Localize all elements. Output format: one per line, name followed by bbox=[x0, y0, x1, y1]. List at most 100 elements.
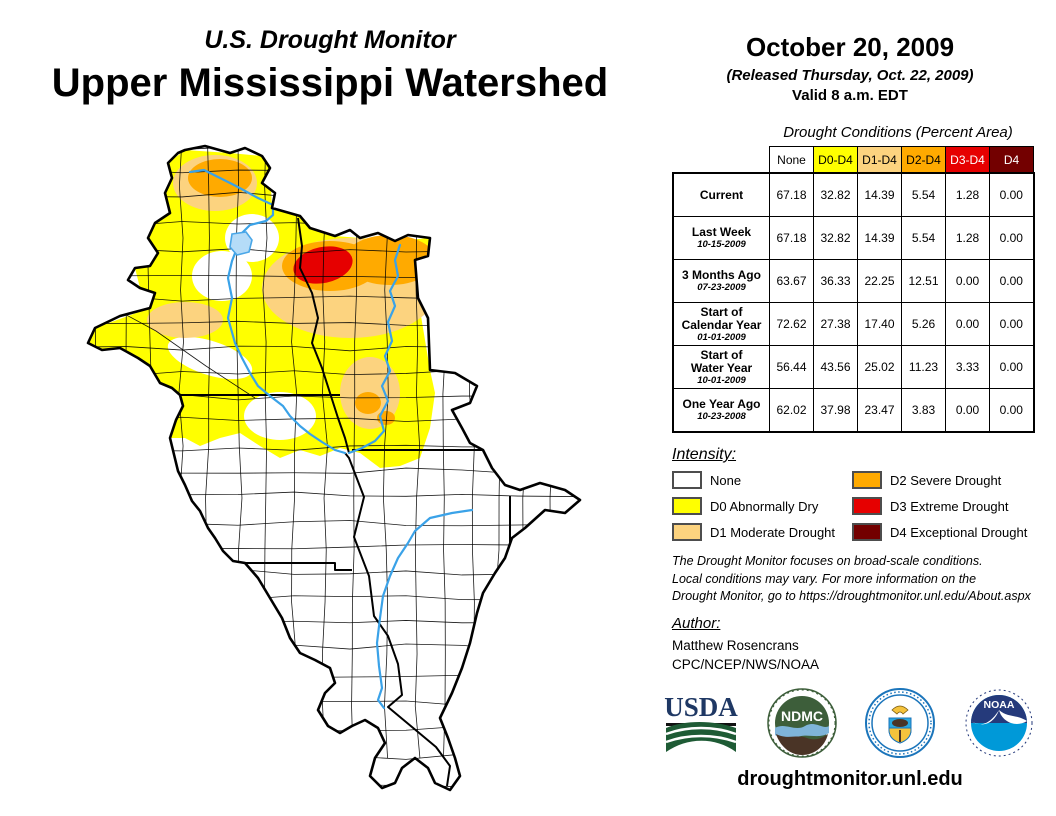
percent-area-cell: 72.62 bbox=[769, 302, 814, 346]
percent-area-cell: 0.00 bbox=[945, 388, 990, 433]
report-supertitle: U.S. Drought Monitor bbox=[204, 26, 456, 54]
disclaimer-line: Local conditions may vary. For more info… bbox=[672, 571, 977, 586]
percent-area-cell: 22.25 bbox=[857, 259, 902, 303]
page-title: Upper Mississippi Watershed bbox=[51, 61, 609, 105]
map-none-hole bbox=[167, 336, 253, 380]
legend-swatch-d3 bbox=[852, 497, 882, 515]
column-header-none: None bbox=[769, 146, 814, 174]
row-label: Start of Calendar Year 01-01-2009 bbox=[672, 302, 770, 346]
percent-area-cell: 3.83 bbox=[901, 388, 946, 433]
table-row: Current 67.18 32.82 14.39 5.54 1.28 0.00 bbox=[672, 172, 1035, 217]
percent-area-cell: 17.40 bbox=[857, 302, 902, 346]
percent-area-cell: 0.00 bbox=[945, 302, 990, 346]
percent-area-cell: 0.00 bbox=[989, 388, 1035, 433]
percent-area-cell: 0.00 bbox=[945, 259, 990, 303]
percent-area-cell: 0.00 bbox=[989, 345, 1035, 389]
legend-label: D3 Extreme Drought bbox=[890, 498, 1009, 514]
percent-area-cell: 14.39 bbox=[857, 216, 902, 260]
disclaimer-line: Drought Monitor, go to https://droughtmo… bbox=[672, 589, 1031, 603]
percent-area-cell: 32.82 bbox=[813, 172, 858, 217]
map-svg bbox=[86, 144, 582, 792]
column-header-d2-d4: D2-D4 bbox=[901, 146, 946, 174]
percent-area-cell: 0.00 bbox=[989, 172, 1035, 217]
column-header-d0-d4: D0-D4 bbox=[813, 146, 858, 174]
legend-item-d3: D3 Extreme Drought bbox=[852, 496, 1027, 516]
date-block: October 20, 2009 (Released Thursday, Oct… bbox=[660, 32, 1040, 104]
author-heading: Author: bbox=[672, 615, 721, 632]
row-label: Start of Water Year 10-01-2009 bbox=[672, 345, 770, 389]
percent-area-cell: 25.02 bbox=[857, 345, 902, 389]
legend-label: D4 Exceptional Drought bbox=[890, 524, 1028, 540]
minnesota-river bbox=[102, 272, 117, 300]
row-label: One Year Ago 10-23-2008 bbox=[672, 388, 770, 433]
watershed-map bbox=[36, 126, 666, 810]
legend-column-right: D2 Severe Drought D3 Extreme Drought D4 Ex… bbox=[852, 470, 1027, 548]
legend-item-d0: D0 Abnormally Dry bbox=[672, 496, 835, 516]
percent-area-cell: 14.39 bbox=[857, 172, 902, 217]
percent-area-cell: 5.54 bbox=[901, 216, 946, 260]
legend-item-d1: D1 Moderate Drought bbox=[672, 522, 835, 542]
percent-area-cell: 27.38 bbox=[813, 302, 858, 346]
percent-area-cell: 36.33 bbox=[813, 259, 858, 303]
legend-title: Intensity: bbox=[672, 446, 737, 463]
percent-area-cell: 67.18 bbox=[769, 172, 814, 217]
usda-wordmark: USDA bbox=[664, 692, 738, 722]
table-row: Start of Calendar Year 01-01-2009 72.62 27.3… bbox=[672, 302, 1035, 346]
title-block: U.S. Drought Monitor Upper Mississippi W… bbox=[20, 26, 640, 106]
legend-swatch-d1 bbox=[672, 523, 702, 541]
percent-area-cell: 5.54 bbox=[901, 172, 946, 217]
drought-conditions-table: None D0-D4 D1-D4 D2-D4 D3-D4 D4 Current 67.18 3… bbox=[672, 146, 1035, 433]
legend-swatch-d4 bbox=[852, 523, 882, 541]
column-header-d1-d4: D1-D4 bbox=[857, 146, 902, 174]
noaa-wordmark: NOAA bbox=[984, 699, 1015, 711]
column-header-d3-d4: D3-D4 bbox=[945, 146, 990, 174]
table-row: 3 Months Ago 07-23-2009 63.67 36.33 22.25 12.… bbox=[672, 259, 1035, 303]
table-body: Current 67.18 32.82 14.39 5.54 1.28 0.00 Last W… bbox=[672, 172, 1035, 433]
percent-area-cell: 63.67 bbox=[769, 259, 814, 303]
legend-swatch-d0 bbox=[672, 497, 702, 515]
row-label: 3 Months Ago 07-23-2009 bbox=[672, 259, 770, 303]
table-row: Start of Water Year 10-01-2009 56.44 43.56 25… bbox=[672, 345, 1035, 389]
percent-area-cell: 5.26 bbox=[901, 302, 946, 346]
disclaimer-line: The Drought Monitor focuses on broad-sca… bbox=[672, 554, 983, 568]
lake-mille-lacs bbox=[229, 231, 253, 256]
ndmc-wordmark: NDMC bbox=[781, 708, 823, 724]
legend-label: D0 Abnormally Dry bbox=[710, 498, 819, 514]
valid-time: Valid 8 a.m. EDT bbox=[792, 87, 908, 104]
percent-area-cell: 0.00 bbox=[989, 302, 1035, 346]
column-header-d4: D4 bbox=[989, 146, 1034, 174]
agency-logos: USDA NDMC NOAA bbox=[660, 686, 1038, 760]
legend-label: D2 Severe Drought bbox=[890, 472, 1002, 488]
row-label: Current bbox=[672, 172, 770, 217]
percent-area-cell: 23.47 bbox=[857, 388, 902, 433]
row-label: Last Week 10-15-2009 bbox=[672, 216, 770, 260]
map-date: October 20, 2009 bbox=[745, 32, 955, 62]
percent-area-cell: 0.00 bbox=[989, 216, 1035, 260]
release-date: (Released Thursday, Oct. 22, 2009) bbox=[726, 67, 974, 84]
mississippi-river bbox=[188, 168, 347, 455]
percent-area-cell: 32.82 bbox=[813, 216, 858, 260]
author-name: Matthew Rosencrans bbox=[672, 638, 799, 653]
percent-area-cell: 43.56 bbox=[813, 345, 858, 389]
watershed-outline bbox=[86, 144, 582, 792]
percent-area-cell: 37.98 bbox=[813, 388, 858, 433]
legend-item-d4: D4 Exceptional Drought bbox=[852, 522, 1027, 542]
legend-label: None bbox=[710, 472, 742, 488]
percent-area-cell: 67.18 bbox=[769, 216, 814, 260]
percent-area-cell: 12.51 bbox=[901, 259, 946, 303]
commerce-seal-logo bbox=[865, 688, 936, 758]
map-d2-region bbox=[355, 392, 381, 414]
ndmc-logo: NDMC bbox=[766, 688, 837, 758]
table-corner-cell bbox=[673, 146, 770, 173]
wisconsin-river bbox=[347, 243, 402, 455]
legend-column-left: None D0 Abnormally Dry D1 Moderate Drought bbox=[672, 470, 835, 548]
map-none-hole bbox=[244, 392, 316, 440]
table-header: None D0-D4 D1-D4 D2-D4 D3-D4 D4 bbox=[673, 146, 1034, 174]
percent-area-cell: 1.28 bbox=[945, 172, 990, 217]
disclaimer-text: The Drought Monitor focuses on broad-sca… bbox=[672, 553, 1031, 606]
percent-area-cell: 3.33 bbox=[945, 345, 990, 389]
legend-swatch-d2 bbox=[852, 471, 882, 489]
table-header-row: None D0-D4 D1-D4 D2-D4 D3-D4 D4 bbox=[673, 146, 1034, 174]
table-caption: Drought Conditions (Percent Area) bbox=[783, 124, 1013, 141]
table-row: Last Week 10-15-2009 67.18 32.82 14.39 5.54 1.… bbox=[672, 216, 1035, 260]
